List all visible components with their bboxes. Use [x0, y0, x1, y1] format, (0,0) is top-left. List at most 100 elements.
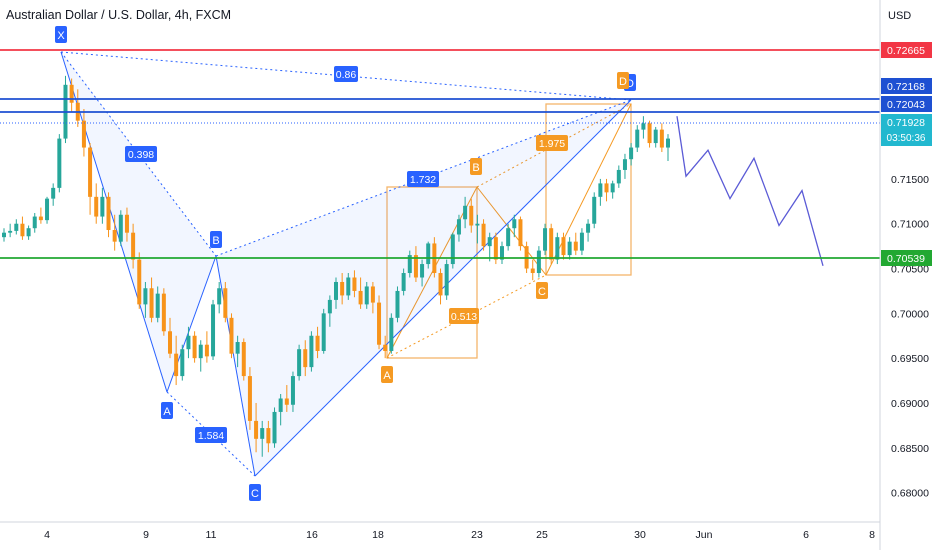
ratio-1584-bg [195, 427, 227, 443]
candle [303, 340, 308, 377]
orange-leg-bc [476, 186, 547, 276]
candle-body [309, 335, 314, 368]
ratio-1732-bg [407, 171, 439, 187]
candle [223, 281, 228, 323]
candle [174, 335, 179, 386]
candle-body [641, 123, 646, 130]
candle-body [334, 281, 338, 300]
candle [579, 228, 584, 256]
label-x: X [57, 30, 65, 42]
candle-body [610, 183, 615, 193]
candle-body [297, 349, 302, 377]
candle [14, 219, 19, 235]
orange-diag-bd [476, 103, 632, 188]
x-tick-label: 16 [306, 529, 318, 541]
candle [26, 225, 31, 240]
candle [420, 259, 425, 287]
candle-body [475, 223, 480, 226]
candle-body [131, 232, 136, 260]
candle [370, 281, 375, 314]
candle-body [629, 147, 634, 160]
candle-body [229, 317, 234, 354]
orange-label-a-bg [381, 366, 393, 383]
candle-body [346, 277, 351, 296]
candle-body [278, 398, 283, 412]
candle-body [284, 398, 289, 405]
blue-top-price-tag-bg [881, 78, 932, 94]
orange-box-cd [545, 103, 632, 276]
candle [217, 281, 222, 314]
candle-body [69, 84, 74, 103]
candle [247, 367, 252, 430]
candle-body [377, 302, 382, 345]
candle-body [223, 288, 228, 318]
candle [137, 252, 142, 309]
candle-body [456, 219, 461, 235]
candle-body [647, 123, 652, 144]
candle [88, 143, 93, 215]
candle [45, 196, 50, 224]
candle [573, 232, 578, 256]
candle-body [389, 317, 394, 351]
candle-body [481, 223, 486, 247]
candle [463, 196, 468, 229]
candle [8, 223, 13, 238]
candle-body [45, 198, 50, 221]
candle-body [573, 241, 578, 251]
label-b-bg [210, 231, 222, 248]
candle-body [241, 342, 246, 377]
candle-body [186, 335, 191, 350]
candle-body [543, 228, 548, 251]
candle [118, 210, 123, 247]
ratio-0513: 0.513 [451, 311, 477, 323]
candle-body [493, 237, 498, 260]
candle [327, 295, 332, 327]
candle [180, 344, 185, 381]
candle [622, 153, 627, 179]
candle-body [530, 268, 535, 274]
candle [530, 259, 535, 281]
candle [143, 281, 148, 318]
candle-body [450, 234, 455, 265]
candle [641, 116, 646, 139]
label-c: C [251, 488, 259, 500]
candle [364, 281, 369, 309]
candle-body [247, 376, 252, 421]
candle-body [395, 290, 400, 318]
time-scale[interactable]: 4 9 11 16 18 23 25 30 Jun 6 8 [0, 521, 880, 541]
candle [647, 120, 652, 148]
candle-body [100, 196, 105, 217]
candle [395, 286, 400, 323]
candle [284, 385, 289, 412]
candle-body [161, 293, 166, 332]
y-tick-label: 0.71000 [891, 219, 929, 231]
candle-body [383, 344, 388, 351]
candle [32, 212, 37, 233]
candle [358, 277, 363, 309]
last-price-tag-bg [881, 114, 932, 146]
candle-body [401, 273, 406, 291]
candle-body [561, 237, 566, 256]
candle [469, 198, 474, 233]
candle-body [137, 259, 142, 305]
candle-body [32, 216, 37, 229]
candle-body [217, 288, 222, 305]
orange-label-b-bg [470, 158, 482, 175]
candle-body [174, 353, 179, 377]
green-price-tag: 0.70539 [887, 253, 925, 265]
candle [413, 246, 418, 282]
candle [69, 78, 74, 112]
blue-bottom-price-tag-bg [881, 96, 932, 112]
candle [235, 335, 240, 368]
ratio-0398-bg [125, 146, 157, 162]
candle [106, 192, 111, 238]
price-scale[interactable]: USD 0.725000.720000.715000.710000.705000… [879, 0, 932, 550]
candle-body [506, 228, 511, 247]
candle-body [192, 335, 197, 359]
y-tick-label: 0.69500 [891, 353, 929, 365]
candle [290, 371, 295, 412]
candle-body [616, 169, 621, 184]
candle [81, 109, 86, 157]
